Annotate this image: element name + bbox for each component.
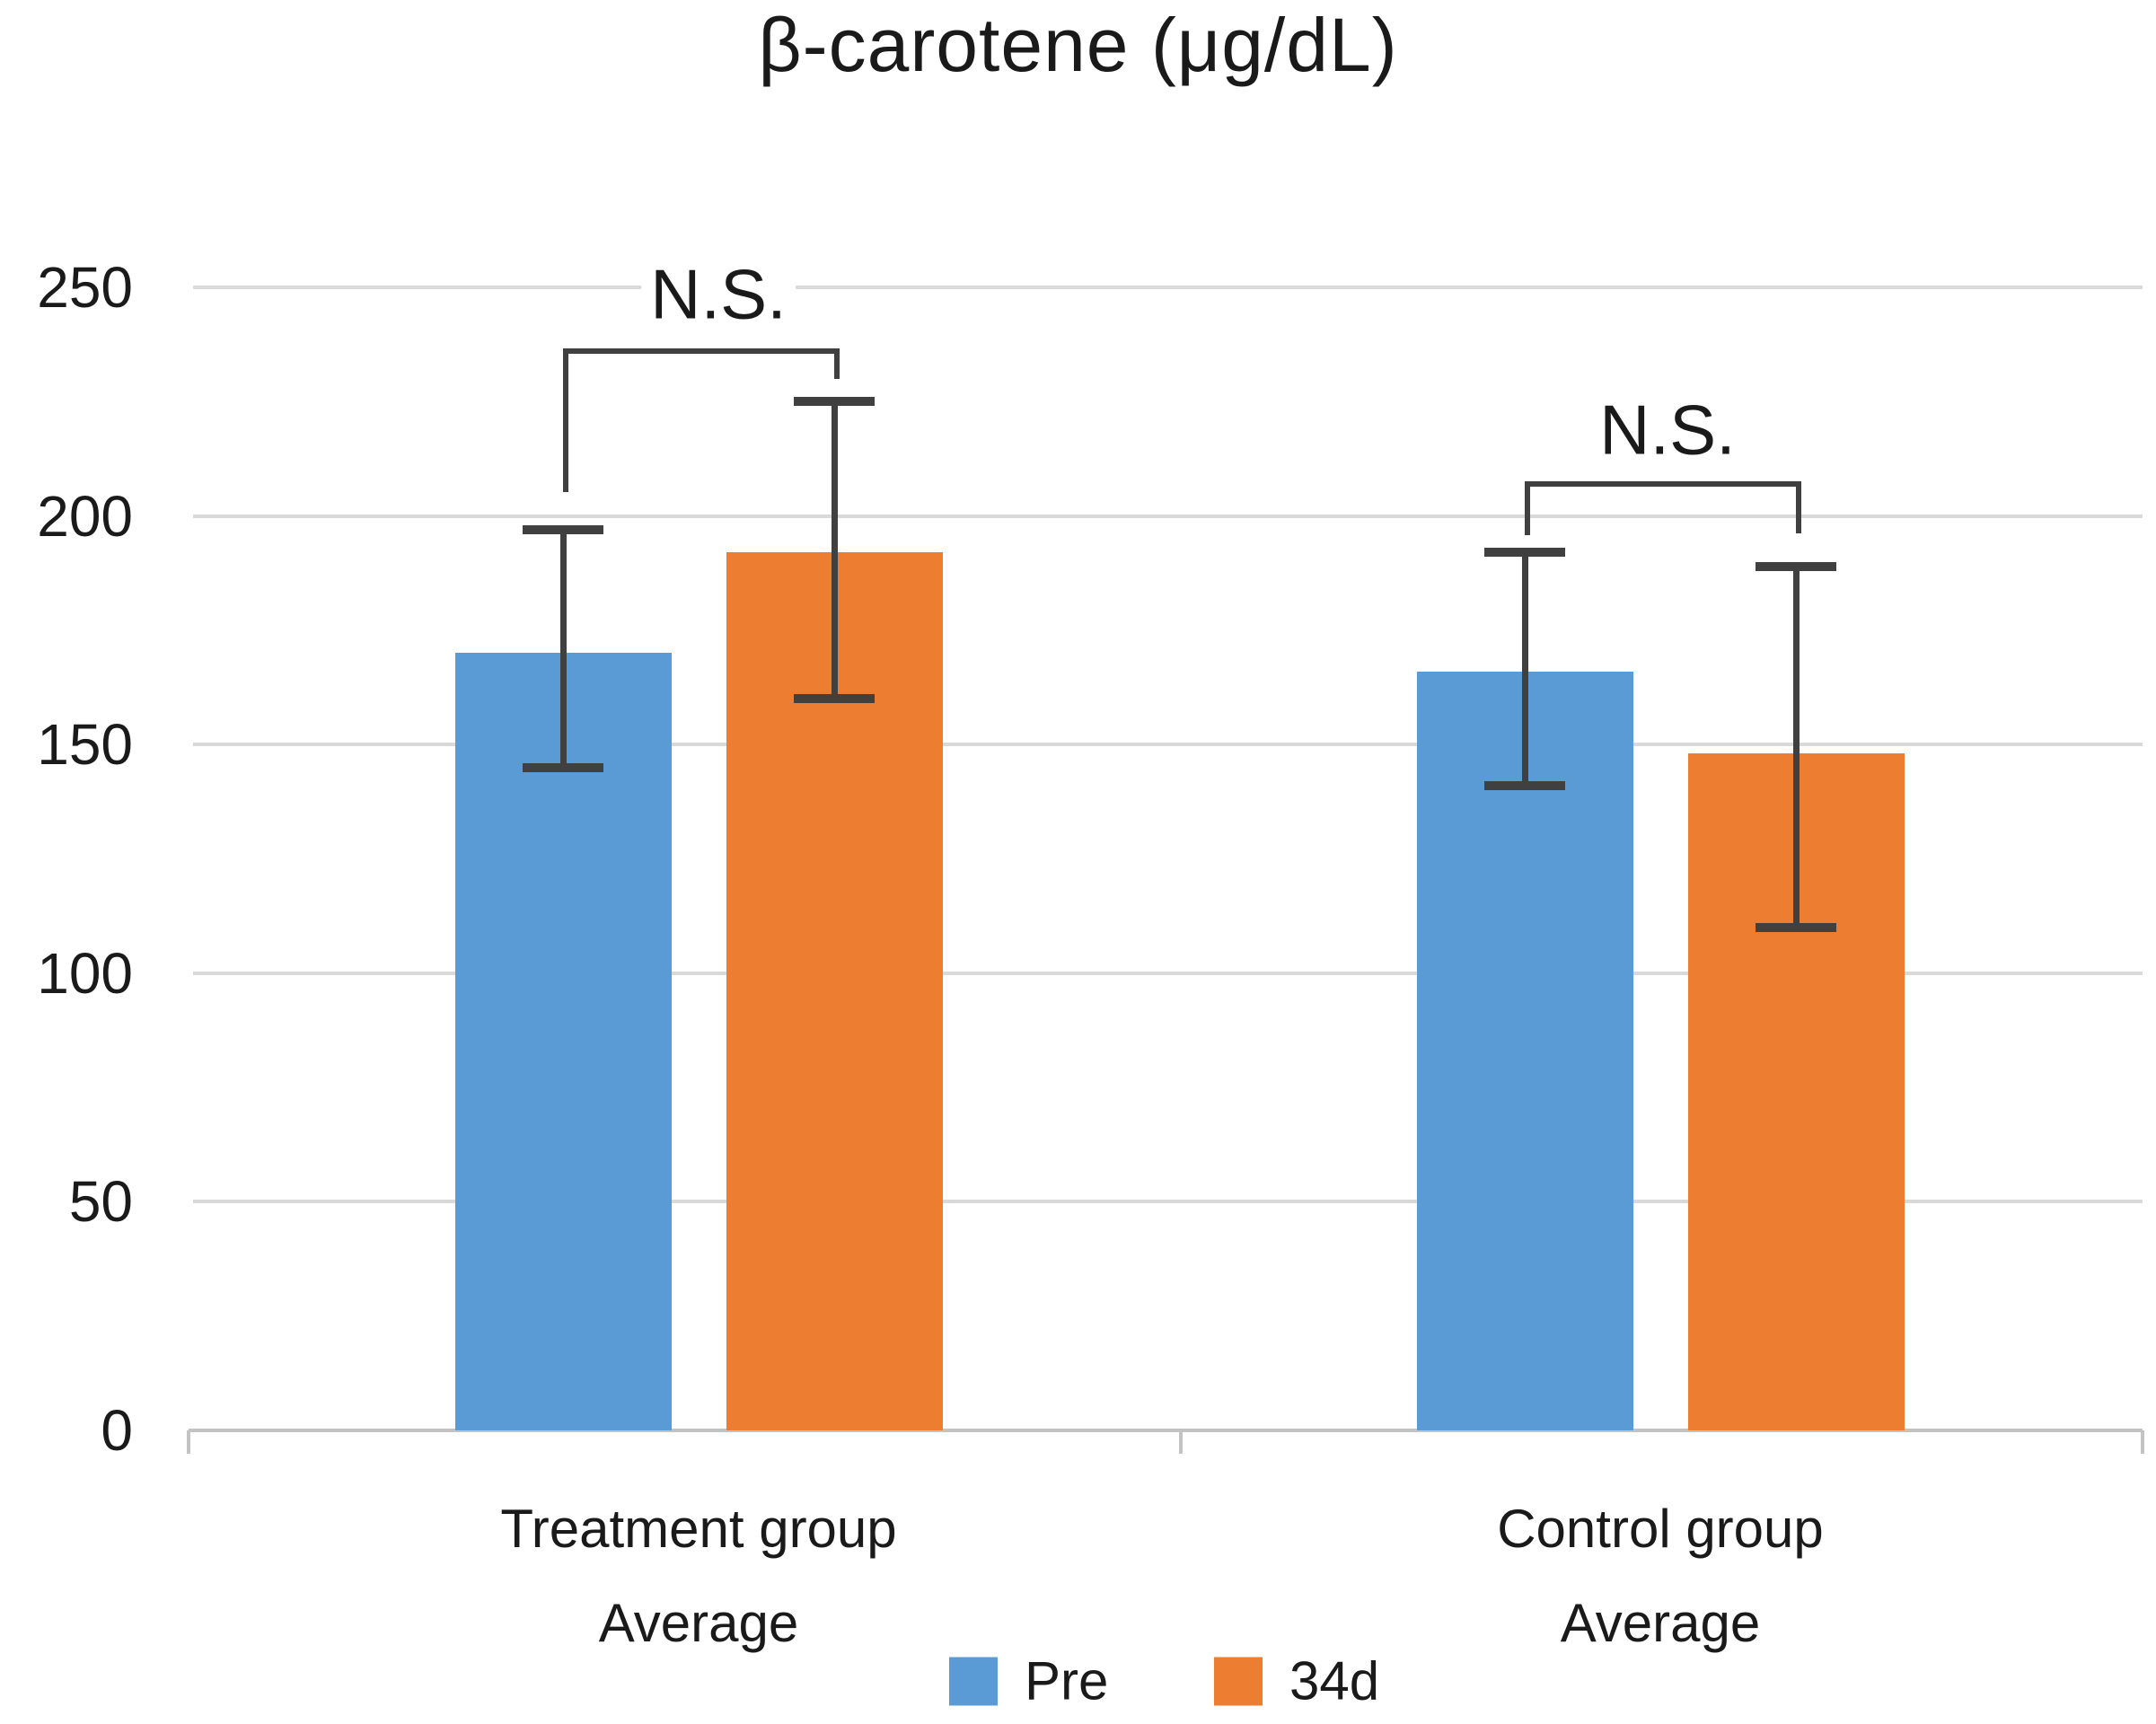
- error-bar-control-34d-cap-top: [1756, 561, 1836, 571]
- bar-treatment-pre: [454, 653, 672, 1430]
- ns-bracket-control-left: [1525, 481, 1530, 535]
- error-bar-treatment-34d-cap-bottom: [794, 694, 875, 704]
- legend-swatch-pre: [949, 1657, 998, 1705]
- error-bar-treatment-pre-cap-bottom: [523, 762, 603, 772]
- error-bar-control-34d-cap-bottom: [1756, 922, 1836, 932]
- error-bar-treatment-pre-cap-top: [523, 524, 603, 534]
- ns-bracket-control-top: [1525, 481, 1801, 487]
- legend-label-pre: Pre: [1025, 1650, 1109, 1711]
- y-tick-label: 50: [68, 1169, 133, 1235]
- error-bar-treatment-pre-line: [559, 529, 567, 768]
- category-label-control: Control group Average: [1497, 1499, 1824, 1653]
- y-tick-label: 200: [37, 483, 133, 549]
- legend-label-34d: 34d: [1289, 1650, 1380, 1711]
- x-axis-tick: [187, 1430, 190, 1454]
- error-bar-control-34d-line: [1792, 566, 1800, 928]
- y-tick-label: 150: [37, 712, 133, 778]
- x-axis-tick: [1179, 1430, 1183, 1454]
- y-tick-label: 0: [101, 1398, 133, 1463]
- gridline: [193, 286, 2143, 289]
- error-bar-treatment-34d-cap-top: [794, 397, 875, 407]
- error-bar-treatment-34d-line: [831, 401, 838, 699]
- legend-item-pre: Pre: [949, 1650, 1108, 1712]
- ns-label-treatment: N.S.: [641, 253, 796, 336]
- error-bar-control-pre-cap-bottom: [1484, 781, 1565, 791]
- x-axis-line: [189, 1429, 2143, 1432]
- x-axis-tick: [2141, 1430, 2144, 1454]
- ns-bracket-control-right: [1796, 481, 1801, 533]
- gridline: [193, 1200, 2143, 1204]
- legend-item-34d: 34d: [1214, 1650, 1379, 1712]
- gridline: [193, 743, 2143, 747]
- ns-bracket-treatment-right: [834, 348, 840, 379]
- chart-title: β-carotene (μg/dL): [758, 3, 1398, 87]
- gridline: [193, 971, 2143, 975]
- error-bar-control-pre-line: [1521, 552, 1528, 787]
- y-tick-label: 100: [37, 940, 133, 1006]
- ns-label-control: N.S.: [1590, 389, 1745, 471]
- category-label-treatment: Treatment group Average: [500, 1499, 897, 1653]
- legend-swatch-34d: [1214, 1657, 1263, 1705]
- bar-control-pre: [1416, 671, 1633, 1430]
- ns-bracket-treatment-left: [563, 348, 568, 492]
- gridline: [193, 514, 2143, 518]
- y-tick-label: 250: [37, 255, 133, 320]
- error-bar-control-pre-cap-top: [1484, 548, 1565, 558]
- ns-bracket-treatment-top: [563, 348, 840, 354]
